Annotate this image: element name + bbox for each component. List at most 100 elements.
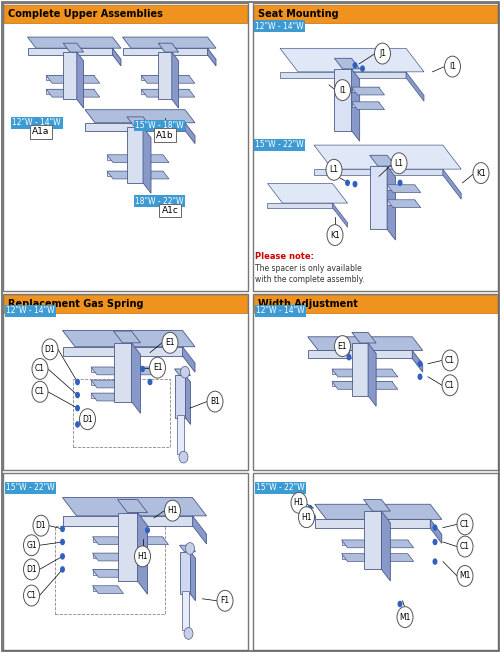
Circle shape xyxy=(398,180,402,186)
Text: Seat Mounting: Seat Mounting xyxy=(258,8,338,19)
Circle shape xyxy=(457,565,473,586)
Circle shape xyxy=(180,366,190,378)
Polygon shape xyxy=(382,554,407,559)
Text: 15"W - 18"W: 15"W - 18"W xyxy=(135,121,184,130)
Polygon shape xyxy=(143,171,163,176)
Circle shape xyxy=(60,539,65,545)
Polygon shape xyxy=(143,171,169,179)
Polygon shape xyxy=(314,169,443,175)
Polygon shape xyxy=(387,200,414,205)
Circle shape xyxy=(179,451,188,463)
Polygon shape xyxy=(308,337,422,351)
Polygon shape xyxy=(352,69,360,141)
Polygon shape xyxy=(122,37,216,48)
Polygon shape xyxy=(92,569,124,577)
Text: Replacement Gas Spring: Replacement Gas Spring xyxy=(8,299,143,310)
Polygon shape xyxy=(332,203,347,227)
Polygon shape xyxy=(186,375,190,424)
Text: F1: F1 xyxy=(220,596,230,605)
Polygon shape xyxy=(122,48,208,55)
Polygon shape xyxy=(185,123,195,144)
Text: Width Adjustment: Width Adjustment xyxy=(258,299,358,310)
Polygon shape xyxy=(332,381,352,387)
Polygon shape xyxy=(77,75,94,80)
Polygon shape xyxy=(91,380,120,388)
Polygon shape xyxy=(332,369,352,374)
Circle shape xyxy=(207,391,223,412)
Circle shape xyxy=(60,526,65,532)
Circle shape xyxy=(32,381,48,402)
Text: E1: E1 xyxy=(338,342,347,351)
Text: H1: H1 xyxy=(294,498,304,507)
Bar xyxy=(2,3,248,291)
Polygon shape xyxy=(308,351,412,358)
Polygon shape xyxy=(315,519,430,528)
Polygon shape xyxy=(190,552,196,601)
Text: D1: D1 xyxy=(26,565,37,574)
Polygon shape xyxy=(172,52,178,108)
Polygon shape xyxy=(387,200,420,208)
Text: H1: H1 xyxy=(137,552,148,561)
Polygon shape xyxy=(91,393,114,398)
Circle shape xyxy=(145,527,150,534)
Circle shape xyxy=(326,159,342,180)
Polygon shape xyxy=(77,75,100,83)
Text: L1: L1 xyxy=(394,159,404,168)
Circle shape xyxy=(432,539,438,545)
Polygon shape xyxy=(141,75,164,83)
Polygon shape xyxy=(91,367,120,375)
Polygon shape xyxy=(342,554,369,562)
Polygon shape xyxy=(92,537,118,542)
Polygon shape xyxy=(368,381,392,387)
Polygon shape xyxy=(62,516,192,526)
Polygon shape xyxy=(332,369,358,377)
Polygon shape xyxy=(158,43,178,52)
Polygon shape xyxy=(268,203,332,208)
Bar xyxy=(176,415,184,454)
Text: J1: J1 xyxy=(379,49,386,58)
Text: C1: C1 xyxy=(445,356,455,365)
Polygon shape xyxy=(370,166,387,229)
Polygon shape xyxy=(180,552,190,594)
Polygon shape xyxy=(92,586,118,591)
Text: K1: K1 xyxy=(330,231,340,240)
Polygon shape xyxy=(77,52,84,108)
Polygon shape xyxy=(387,185,420,193)
Polygon shape xyxy=(143,127,151,193)
Polygon shape xyxy=(268,183,347,203)
Circle shape xyxy=(24,585,40,606)
Circle shape xyxy=(418,374,422,380)
Circle shape xyxy=(418,360,422,367)
Polygon shape xyxy=(334,69,351,131)
Polygon shape xyxy=(77,89,100,97)
Polygon shape xyxy=(118,500,148,513)
Circle shape xyxy=(432,524,438,531)
Text: A1a: A1a xyxy=(32,127,50,136)
Circle shape xyxy=(217,590,233,611)
Polygon shape xyxy=(443,169,461,199)
Polygon shape xyxy=(352,87,378,92)
Text: I1: I1 xyxy=(339,86,346,95)
Polygon shape xyxy=(370,155,396,166)
Circle shape xyxy=(473,163,489,183)
Polygon shape xyxy=(91,380,114,385)
Text: 12"W - 14"W: 12"W - 14"W xyxy=(12,118,61,127)
Circle shape xyxy=(162,332,178,353)
Polygon shape xyxy=(382,554,414,562)
Text: C1: C1 xyxy=(26,591,36,600)
Circle shape xyxy=(352,181,358,187)
Polygon shape xyxy=(62,498,206,516)
Polygon shape xyxy=(382,540,407,545)
Polygon shape xyxy=(406,72,424,101)
Polygon shape xyxy=(112,48,121,66)
Circle shape xyxy=(80,409,96,430)
Polygon shape xyxy=(342,540,363,545)
Polygon shape xyxy=(141,89,158,93)
Polygon shape xyxy=(28,48,112,55)
Text: A1c: A1c xyxy=(162,206,178,215)
Circle shape xyxy=(442,375,458,396)
Text: 15"W - 22"W: 15"W - 22"W xyxy=(256,483,304,492)
Polygon shape xyxy=(127,117,151,127)
Circle shape xyxy=(42,339,58,360)
Polygon shape xyxy=(172,75,189,80)
